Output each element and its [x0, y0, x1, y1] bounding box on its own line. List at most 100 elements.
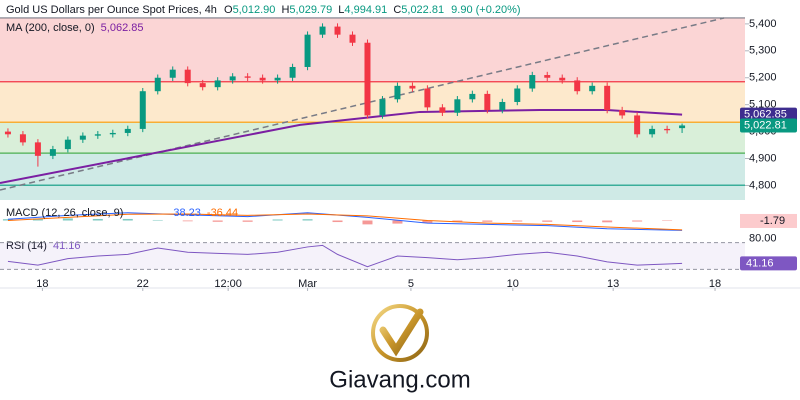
change: 9.90 (+0.20%) [451, 4, 520, 16]
macd-hist [92, 218, 103, 221]
candle-body [589, 85, 596, 92]
candle-body [634, 115, 641, 135]
candle-body [559, 77, 566, 81]
x-tick-label: 13 [607, 278, 619, 290]
ohlc-value: 4,994.91 [344, 4, 387, 16]
candle-body [394, 85, 401, 100]
x-tick-label: 18 [36, 278, 48, 290]
candle-body [64, 139, 71, 150]
logo: Giavang.com [329, 304, 471, 393]
candle-body [409, 85, 416, 89]
candle-body [439, 107, 446, 113]
candle-body [49, 149, 56, 156]
ohlc-key: H [281, 4, 289, 16]
candle-body [94, 134, 101, 136]
ohlc-key: C [393, 4, 401, 16]
candle-body [229, 76, 236, 81]
ohlc-key: L [338, 4, 344, 16]
x-tick-label: 18 [709, 278, 721, 290]
ma-price-label: 5,062.85 [744, 109, 787, 121]
candle-body [19, 134, 26, 143]
candle-body [124, 128, 131, 133]
macd-hist [152, 219, 163, 221]
ma-price-label-box [740, 107, 797, 122]
logo-text: Giavang.com [329, 366, 470, 393]
candle-body [154, 77, 161, 92]
candle-body [184, 69, 191, 84]
candle-body [364, 42, 371, 116]
ohlc-key: O [224, 4, 233, 16]
candle-body [349, 34, 356, 43]
candle-body [139, 91, 146, 129]
macd-hist [302, 219, 313, 221]
candle-body [499, 101, 506, 111]
candle-body [514, 88, 521, 102]
y-tick-label: 5,300 [749, 45, 777, 57]
candle-body [679, 125, 686, 129]
fib-band [0, 122, 745, 154]
macd-hist [452, 220, 463, 223]
macd-hist [392, 220, 403, 224]
macd-hist [332, 220, 343, 223]
ohlc-value: 5,022.81 [401, 4, 444, 16]
macd-hist [62, 218, 73, 221]
macd-hist [182, 220, 193, 222]
candle-body [289, 66, 296, 78]
macd-hist-label-box [740, 213, 797, 228]
y-tick-label: 5,100 [749, 99, 777, 111]
candle-body [109, 132, 116, 135]
candle-body [619, 110, 626, 116]
macd-value: 38.23 [173, 207, 201, 219]
macd-hist [632, 220, 643, 222]
candle-body [484, 93, 491, 111]
fib-band [0, 153, 745, 200]
candle-body [169, 69, 176, 78]
macd-hist [242, 220, 253, 222]
candle-body [274, 77, 281, 81]
candle-body [604, 85, 611, 111]
candle-body [454, 99, 461, 113]
candle-body [649, 128, 656, 135]
ma-legend: MA (200, close, 0) 5,062.85 [6, 22, 143, 34]
macd-name: MACD (12, 26, close, 9) [6, 207, 123, 219]
title: Gold US Dollars per Ounce Spot Prices, 4… [6, 4, 217, 16]
macd-hist [2, 219, 13, 221]
macd-hist [212, 220, 223, 222]
macd-hist [512, 220, 523, 222]
rsi-label: 41.16 [746, 257, 774, 269]
logo-ring [371, 304, 429, 362]
signal-line [7, 213, 683, 231]
ma-value: 5,062.85 [101, 22, 144, 34]
candle-body [664, 128, 671, 131]
ma-name: MA (200, close, 0) [6, 22, 95, 34]
close-price-label: 5,022.81 [744, 119, 787, 131]
macd-hist-label: -1.79 [760, 215, 785, 227]
macd-hist [422, 220, 433, 224]
y-tick-label: 5,200 [749, 72, 777, 84]
candle-body [79, 135, 86, 140]
candle-body [4, 131, 11, 135]
candle-body [214, 80, 221, 88]
candle-body [319, 26, 326, 35]
candle-body [334, 26, 341, 35]
close-price-label-box [740, 118, 797, 133]
candle-body [424, 88, 431, 108]
candle-body [544, 75, 551, 78]
candle-body [529, 75, 536, 89]
macd-hist [542, 220, 553, 222]
ohlc-value: 5,029.79 [289, 4, 332, 16]
candle-body [34, 142, 41, 156]
x-tick-label: Mar [298, 278, 317, 290]
macd-hist [122, 218, 133, 221]
x-tick-label: 12:00 [214, 278, 242, 290]
candle-body [259, 77, 266, 81]
candle-body [574, 80, 581, 92]
candle-body [244, 76, 251, 78]
candle-body [304, 34, 311, 67]
y-tick-label: 4,900 [749, 152, 777, 164]
rsi-label-box [740, 256, 797, 271]
rsi-band [0, 242, 745, 270]
fib-bands [0, 17, 745, 200]
rsi-level-label: 80.00 [749, 233, 777, 245]
macd-hist [32, 218, 43, 221]
